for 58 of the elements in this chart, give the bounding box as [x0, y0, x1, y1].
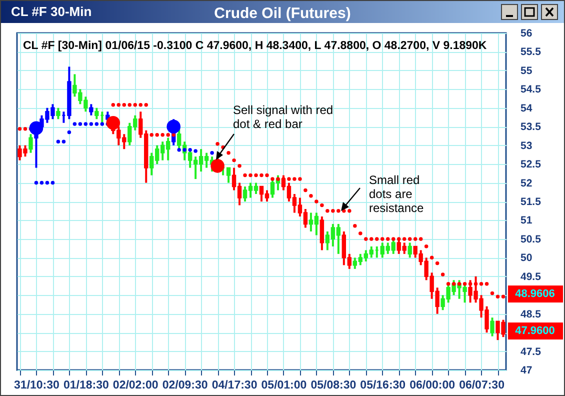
y-tick-label: 47.5	[520, 346, 542, 358]
point	[177, 148, 181, 152]
candlestick	[89, 103, 94, 116]
y-tick-label: 52.5	[520, 158, 542, 171]
candlestick	[56, 106, 60, 120]
point	[94, 122, 99, 126]
y-tick-label: 51.5	[520, 196, 542, 208]
y-tick-label: 49.5	[520, 270, 542, 283]
x-tick-label: 05/01:00	[261, 380, 307, 392]
x-tick-label: 06/07:30	[459, 380, 504, 392]
candlestick	[28, 133, 33, 154]
y-tick-label: 54.5	[520, 84, 542, 96]
x-tick-label: 02/09:30	[162, 380, 208, 392]
point	[194, 149, 198, 153]
point	[210, 150, 214, 155]
point	[188, 148, 192, 152]
y-tick-label: 47	[520, 364, 532, 376]
annotation: Sell signal with red dot & red bar	[233, 103, 334, 131]
point	[50, 180, 55, 185]
point	[78, 122, 82, 126]
y-tick-label: 55	[520, 64, 532, 77]
candlestick	[320, 215, 324, 252]
point	[62, 140, 66, 144]
candlestick	[490, 316, 494, 338]
y-tick-label: 50.5	[520, 233, 542, 246]
y-tick-label: 53.5	[520, 121, 542, 134]
chart-title: Crude Oil (Futures)	[214, 5, 351, 22]
point	[56, 140, 60, 144]
point	[84, 122, 88, 126]
x-tick-label: 02/02:00	[112, 380, 158, 392]
candlestick	[408, 242, 412, 259]
text: CL #F 30-Min	[11, 4, 92, 19]
annotation: Small red dots are resistance	[369, 173, 425, 215]
y-tick-label: 53	[520, 140, 532, 152]
x-tick-label: 31/10:30	[14, 380, 60, 392]
text: 48.9606	[515, 288, 555, 300]
y-tick-label: 55.5	[520, 46, 542, 58]
x-tick-label: 06/00:00	[410, 380, 456, 392]
y-tick-label: 50	[520, 252, 532, 264]
point	[100, 122, 104, 126]
point	[40, 180, 44, 185]
point	[67, 130, 72, 134]
annotation: CL #F [30-Min] 01/06/15 -0.3100 C 47.9600, H 48.3400, L 47.8800, O 48.2700, V 9.1890K	[23, 40, 488, 52]
candlestick	[226, 166, 231, 184]
x-tick-label: 05/08:30	[310, 380, 356, 392]
point	[34, 180, 38, 185]
y-tick-label: 51	[520, 214, 532, 227]
point	[89, 122, 94, 126]
y-tick-label: 52	[520, 177, 532, 190]
x-tick-label: 05/16:30	[360, 380, 406, 392]
text: 47.9600	[515, 325, 555, 337]
x-tick-label: 01/18:30	[63, 380, 109, 392]
y-tick-label: 56	[520, 28, 532, 40]
point	[72, 122, 77, 126]
y-tick-label: 54	[520, 102, 532, 114]
point	[45, 180, 50, 185]
y-tick-label: 48.5	[520, 308, 542, 320]
x-tick-label: 04/17:30	[212, 380, 258, 392]
